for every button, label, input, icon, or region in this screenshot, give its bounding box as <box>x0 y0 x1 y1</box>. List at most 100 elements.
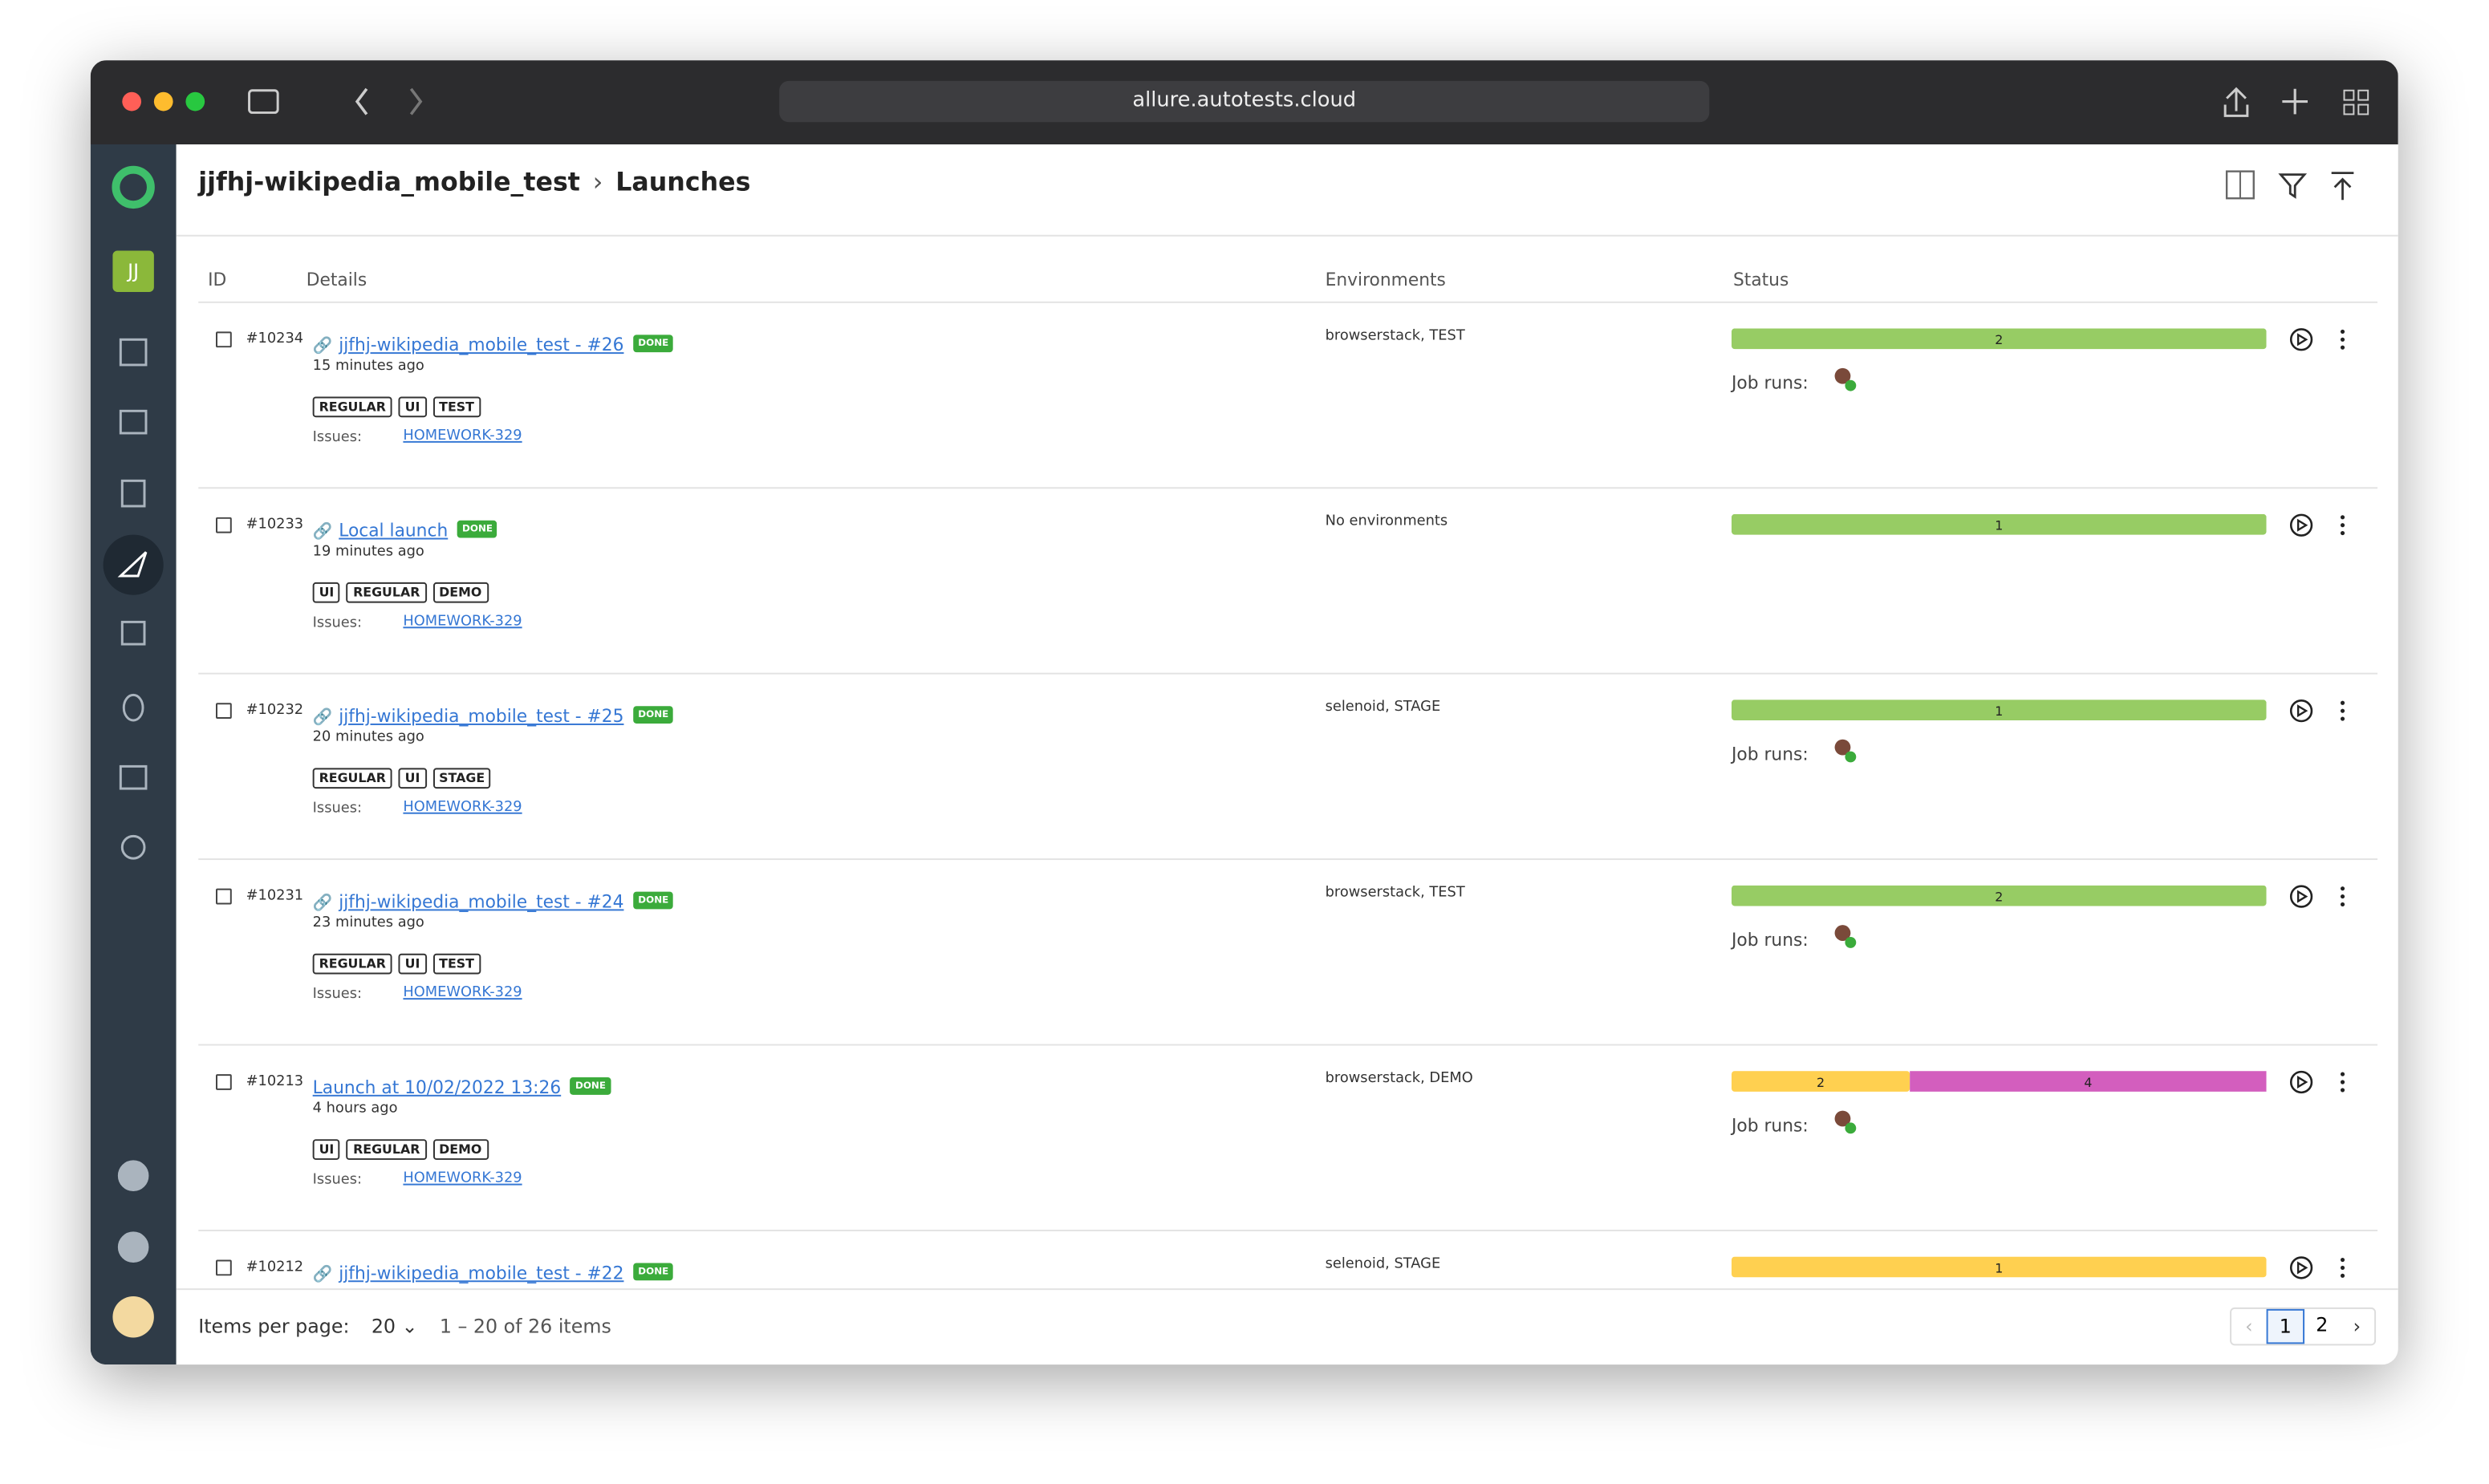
row-actions[interactable] <box>2287 698 2350 724</box>
checkbox[interactable] <box>216 517 232 533</box>
menu-dot <box>2340 515 2345 520</box>
status-segment <box>1731 513 2267 535</box>
avatar-head <box>1834 925 1851 941</box>
job-runs-label: Job runs: <box>1731 930 1809 951</box>
issue-link[interactable]: HOMEWORK-329 <box>403 799 522 816</box>
header-actions[interactable] <box>2223 167 2366 208</box>
row-actions[interactable] <box>2287 1255 2350 1281</box>
tags: UI REGULAR DEMO <box>312 1129 494 1160</box>
status-badge: DONE <box>457 520 497 538</box>
avatar-head <box>1834 367 1851 384</box>
segment-count: 1 <box>1995 703 2003 719</box>
checkbox[interactable] <box>216 1074 232 1090</box>
status-badge: DONE <box>570 1077 611 1095</box>
avatar-status <box>1845 751 1857 763</box>
menu-dot <box>2340 1072 2345 1077</box>
launch-id: #10212 <box>246 1259 304 1276</box>
row-actions[interactable] <box>2287 326 2350 352</box>
tag: REGULAR <box>347 1139 427 1160</box>
launch-id: #10234 <box>246 331 304 348</box>
tags: UI REGULAR DEMO <box>312 573 494 603</box>
menu-dot <box>2340 1273 2345 1278</box>
tag: TEST <box>432 953 481 975</box>
run-button <box>2289 885 2313 908</box>
menu-dot <box>2340 1080 2345 1085</box>
issue-link[interactable]: HOMEWORK-329 <box>403 985 522 1002</box>
link-icon: 🔗 <box>312 709 333 727</box>
launch-row: #10213 Launch at 10/02/2022 13:26 DONE 4 ho… <box>177 1046 2398 1231</box>
tag: DEMO <box>432 1139 489 1160</box>
launch-link[interactable]: jjfhj-wikipedia_mobile_test - #22 <box>339 1263 624 1284</box>
run-triangle <box>2296 518 2308 532</box>
issue-link[interactable]: HOMEWORK-329 <box>403 1170 522 1187</box>
launch-row: #10234 🔗 jjfhj-wikipedia_mobile_test - #26… <box>177 303 2398 489</box>
page-button[interactable]: 2 <box>2316 1313 2329 1336</box>
url: allure.autotests.cloud <box>1132 88 1357 113</box>
launch-link[interactable]: jjfhj-wikipedia_mobile_test - #24 <box>339 891 624 913</box>
project-avatar[interactable]: JJ <box>128 260 140 283</box>
checkbox[interactable] <box>216 888 232 905</box>
status-badge: DONE <box>633 706 674 724</box>
segment-count: 1 <box>1995 1260 2003 1275</box>
checkbox[interactable] <box>216 1259 232 1276</box>
job-run-avatar[interactable] <box>1830 920 1862 952</box>
segment-count: 1 <box>1995 518 2003 533</box>
address-bar[interactable]: allure.autotests.cloud <box>779 80 1710 123</box>
launch-id: #10231 <box>246 888 304 905</box>
avatar-status <box>1845 379 1857 391</box>
issue-link[interactable]: HOMEWORK-329 <box>403 614 522 630</box>
launch-link[interactable]: jjfhj-wikipedia_mobile_test - #25 <box>339 706 624 727</box>
row-actions[interactable] <box>2287 884 2350 910</box>
window-controls <box>122 87 423 116</box>
launch-name: 🔗 Local launch DONE <box>313 513 497 543</box>
issue-link[interactable]: HOMEWORK-329 <box>403 428 522 444</box>
checkbox[interactable] <box>216 703 232 720</box>
link-icon: 🔗 <box>312 338 333 356</box>
menu-dot <box>2340 531 2345 536</box>
launch-name: Launch at 10/02/2022 13:26 DONE <box>313 1069 611 1100</box>
avatar-head <box>1834 1110 1851 1127</box>
column-header: ID <box>208 270 227 290</box>
menu-dot <box>2340 329 2345 334</box>
per-page-label: Items per page: <box>198 1315 350 1338</box>
titlebar: allure.autotests.cloud <box>90 60 2398 144</box>
column-header: Environments <box>1325 270 1446 290</box>
breadcrumb-project[interactable]: jjfhj-wikipedia_mobile_test <box>198 166 580 197</box>
page-button[interactable]: 1 <box>2266 1308 2305 1344</box>
row-actions[interactable] <box>2287 513 2350 538</box>
tags: REGULAR UI STAGE <box>312 758 497 789</box>
footer-divider <box>176 1288 2398 1291</box>
menu-dot <box>2340 337 2345 342</box>
per-page-select[interactable]: 20 ⌄ <box>371 1315 418 1338</box>
issues-label: Issues: <box>312 1172 362 1189</box>
status-segment <box>1731 1256 2267 1278</box>
environments: browserstack, DEMO <box>1325 1071 1473 1087</box>
environments: selenoid, STAGE <box>1325 1256 1441 1273</box>
job-run-avatar[interactable] <box>1830 735 1862 767</box>
tag: UI <box>312 1139 341 1160</box>
run-triangle <box>2296 1075 2308 1089</box>
launch-row: #10232 🔗 jjfhj-wikipedia_mobile_test - #25… <box>177 675 2398 861</box>
per-page-value: 20 <box>371 1315 396 1338</box>
menu-dot <box>2340 886 2345 891</box>
launch-link[interactable]: jjfhj-wikipedia_mobile_test - #26 <box>339 335 624 356</box>
status-bar: 1 <box>1731 513 2267 535</box>
breadcrumb: jjfhj-wikipedia_mobile_test › Launches <box>198 166 751 197</box>
prev-page[interactable]: ‹ <box>2245 1315 2253 1338</box>
row-actions[interactable] <box>2287 1069 2350 1095</box>
run-button <box>2289 513 2313 537</box>
range: 1 – 20 of 26 items <box>439 1315 611 1338</box>
header-row-divider <box>198 301 2378 303</box>
next-page[interactable]: › <box>2353 1315 2361 1338</box>
launch-link[interactable]: Local launch <box>339 520 449 541</box>
job-run-avatar[interactable] <box>1830 363 1862 395</box>
row-divider <box>198 858 2378 861</box>
launch-row: #10212 🔗 jjfhj-wikipedia_mobile_test - #22… <box>177 1231 2398 1288</box>
run-button <box>2289 328 2313 351</box>
checkbox[interactable] <box>216 331 232 348</box>
job-run-avatar[interactable] <box>1830 1106 1862 1138</box>
launch-link[interactable]: Launch at 10/02/2022 13:26 <box>312 1077 562 1098</box>
